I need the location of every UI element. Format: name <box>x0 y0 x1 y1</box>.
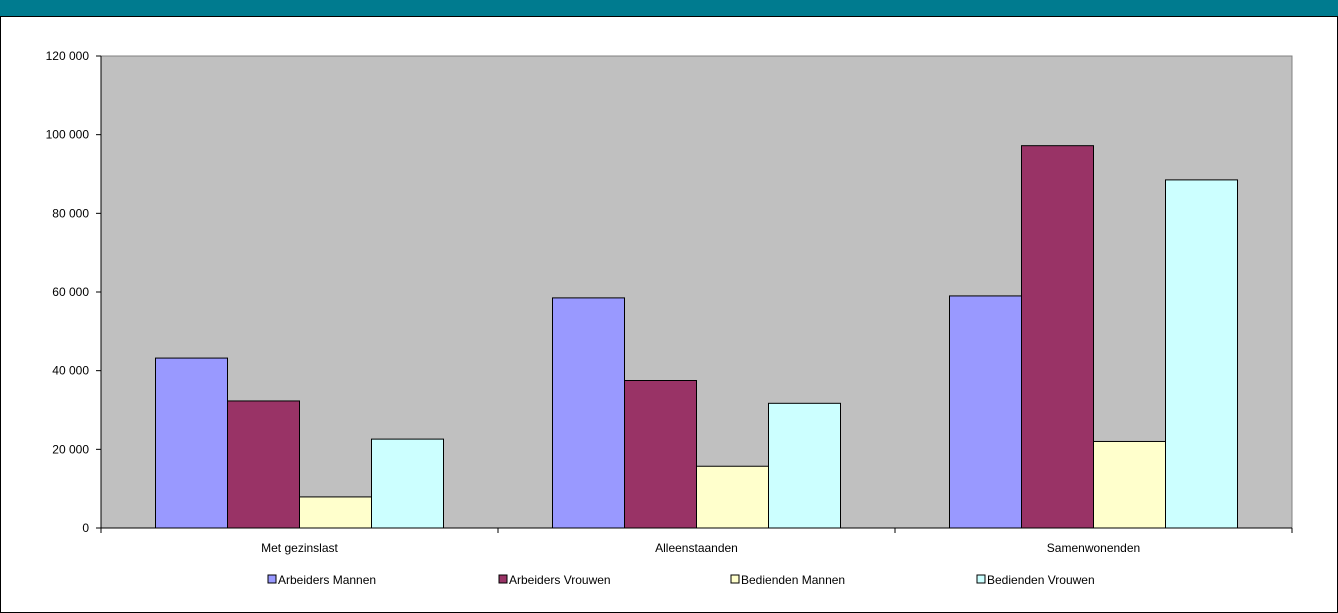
y-tick-label: 40 000 <box>52 364 89 378</box>
bar-1-3 <box>299 496 372 529</box>
bar-2-2 <box>624 380 697 529</box>
y-tick-label: 80 000 <box>52 206 89 220</box>
bars-group <box>155 145 1238 529</box>
legend-label: Bedienden Mannen <box>741 573 845 587</box>
bar-3-2 <box>1021 145 1094 529</box>
x-tick-label: Samenwonenden <box>1047 541 1140 555</box>
legend-swatch <box>976 574 986 584</box>
bar-3-1 <box>949 295 1022 529</box>
legend-item: Arbeiders Mannen <box>267 573 376 587</box>
legend: Arbeiders Mannen Arbeiders Vrouwen Bediend… <box>267 573 1095 587</box>
legend-swatch <box>730 574 740 584</box>
y-tick-label: 60 000 <box>52 285 89 299</box>
legend-swatch <box>498 574 508 584</box>
legend-label: Arbeiders Vrouwen <box>509 573 611 587</box>
legend-item: Bedienden Mannen <box>730 573 845 587</box>
bar-1-2 <box>227 400 300 529</box>
legend-item: Bedienden Vrouwen <box>976 573 1095 587</box>
y-tick-label: 0 <box>82 521 89 535</box>
bar-3-3 <box>1093 440 1166 529</box>
x-tick-labels: Met gezinslast Alleenstaanden Samenwonende… <box>261 541 1140 555</box>
x-tick-label: Alleenstaanden <box>655 541 738 555</box>
bar-1-1 <box>155 357 228 529</box>
bar-2-3 <box>696 465 769 529</box>
y-tick-label: 100 000 <box>46 128 90 142</box>
y-tick-label: 20 000 <box>52 442 89 456</box>
x-tick-label: Met gezinslast <box>261 541 338 555</box>
bar-3-4 <box>1165 179 1238 529</box>
legend-label: Bedienden Vrouwen <box>987 573 1095 587</box>
y-tick-labels: 0 20 000 40 000 60 000 80 000 100 000 120 000 <box>46 49 90 535</box>
legend-item: Arbeiders Vrouwen <box>498 573 611 587</box>
bar-2-4 <box>768 402 841 529</box>
y-tick-label: 120 000 <box>46 49 90 63</box>
bar-1-4 <box>371 438 444 529</box>
bar-2-1 <box>552 297 625 529</box>
header-bar <box>0 0 1338 17</box>
legend-label: Arbeiders Mannen <box>278 573 376 587</box>
axes-group <box>96 55 1293 533</box>
legend-swatch <box>267 574 277 584</box>
